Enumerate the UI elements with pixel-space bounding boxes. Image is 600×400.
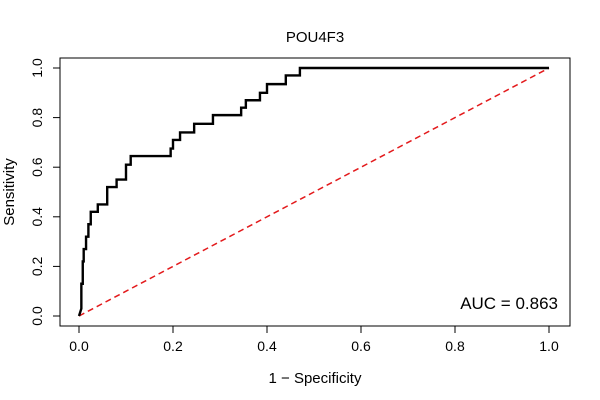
y-tick-label: 0.6 <box>29 157 45 177</box>
reference-diagonal-line <box>78 67 550 317</box>
x-tick-label: 0.4 <box>257 338 277 354</box>
x-axis: 0.0 0.2 0.4 0.6 0.8 1.0 <box>69 325 559 354</box>
y-tick-label: 0.2 <box>29 256 45 276</box>
x-tick-label: 0.0 <box>69 338 89 354</box>
roc-curve-line <box>77 66 549 317</box>
y-axis-label: Sensitivity <box>1 158 18 226</box>
y-tick-label: 1.0 <box>29 58 45 78</box>
x-tick-label: 1.0 <box>539 338 559 354</box>
y-tick-label: 0.0 <box>29 306 45 326</box>
chart-title: POU4F3 <box>286 29 344 46</box>
x-tick-label: 0.8 <box>445 338 465 354</box>
x-tick-label: 0.6 <box>351 338 371 354</box>
auc-annotation: AUC = 0.863 <box>460 294 558 313</box>
x-axis-label: 1 − Specificity <box>269 370 362 387</box>
series-layer <box>77 66 550 317</box>
x-tick-label: 0.2 <box>163 338 183 354</box>
y-tick-label: 0.4 <box>29 207 45 227</box>
y-tick-label: 0.8 <box>29 108 45 128</box>
y-axis: 0.0 0.2 0.4 0.6 0.8 1.0 <box>29 58 61 326</box>
